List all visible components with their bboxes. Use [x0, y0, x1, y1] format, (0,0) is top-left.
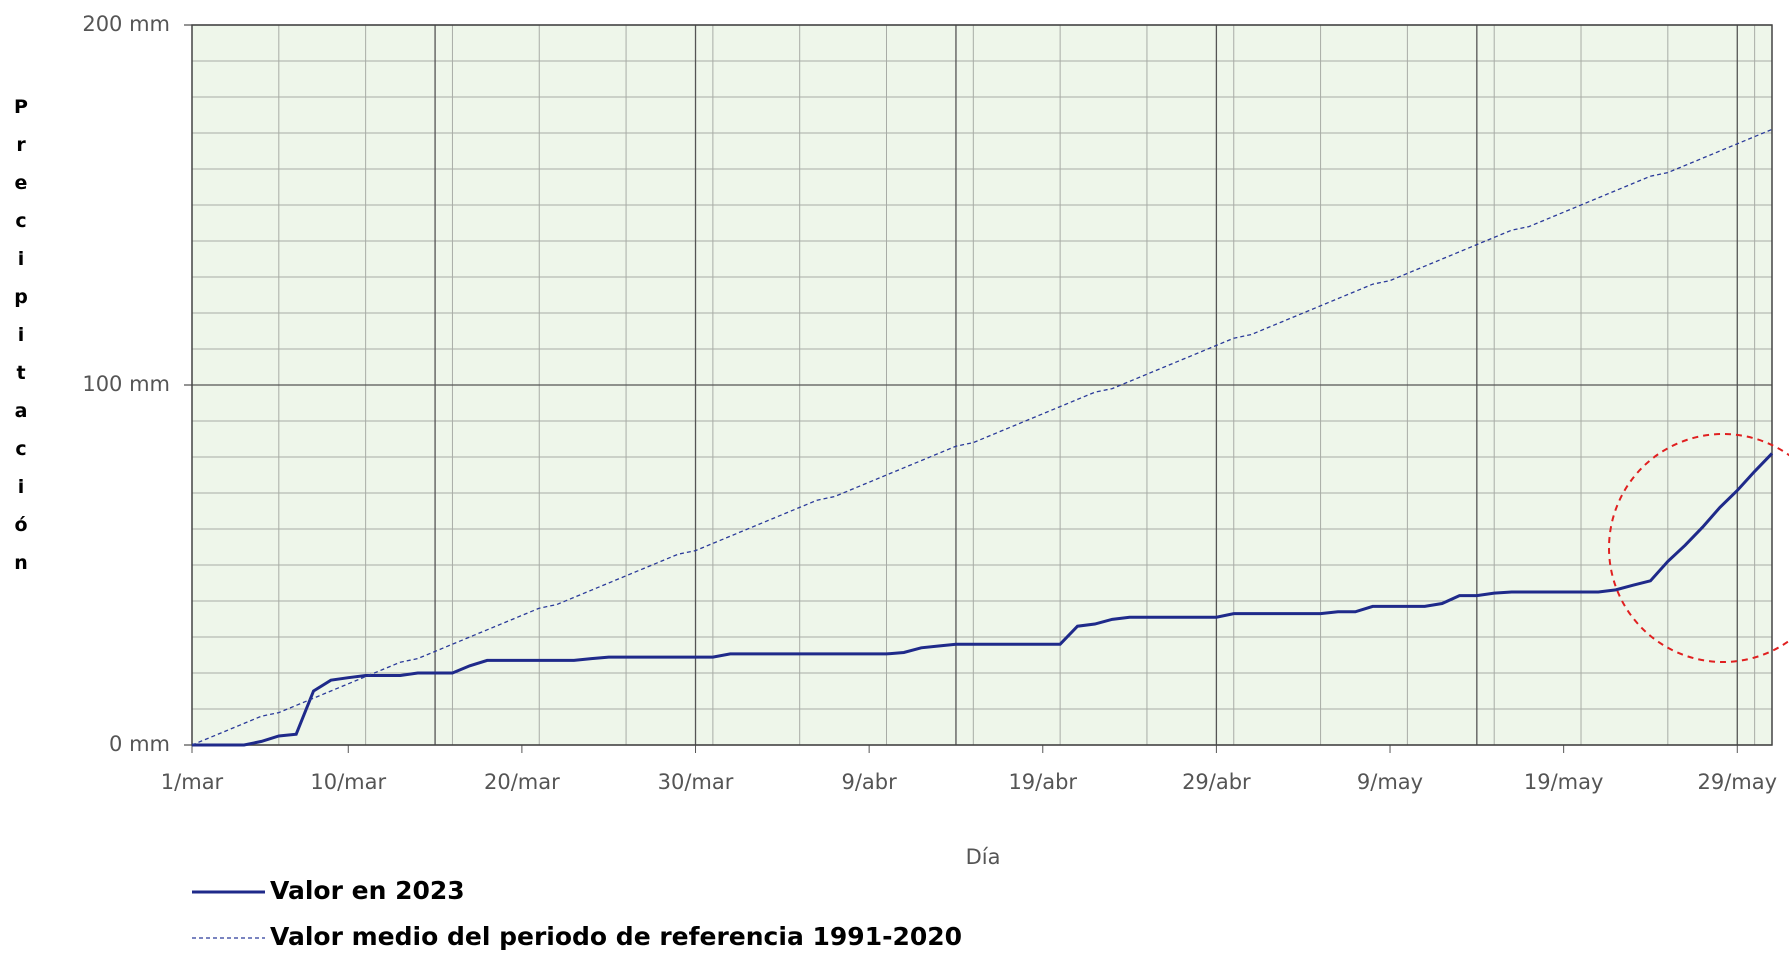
x-tick-label: 29/may — [1697, 770, 1777, 794]
x-axis-label: Día — [966, 845, 1001, 869]
x-tick-label: 19/may — [1524, 770, 1604, 794]
x-tick-label: 1/mar — [161, 770, 224, 794]
x-tick-label: 29/abr — [1182, 770, 1251, 794]
x-tick-label: 9/abr — [842, 770, 898, 794]
y-tick-label: 200 mm — [82, 12, 170, 36]
plot-border — [191, 24, 1773, 746]
y-tick-label: 100 mm — [82, 372, 170, 396]
y-axis-label: Precipitación — [10, 96, 32, 590]
legend-label: Valor medio del periodo de referencia 19… — [270, 922, 962, 951]
x-tick-label: 10/mar — [310, 770, 386, 794]
highlight-circle — [1608, 433, 1789, 663]
x-tick-label: 19/abr — [1008, 770, 1077, 794]
x-tick-label: 20/mar — [484, 770, 560, 794]
x-tick-label: 30/mar — [658, 770, 734, 794]
x-tick-label: 9/may — [1357, 770, 1423, 794]
series-line — [191, 128, 1773, 746]
y-tick-label: 0 mm — [109, 732, 170, 756]
legend-label: Valor en 2023 — [270, 876, 465, 905]
series-line — [192, 452, 1774, 747]
